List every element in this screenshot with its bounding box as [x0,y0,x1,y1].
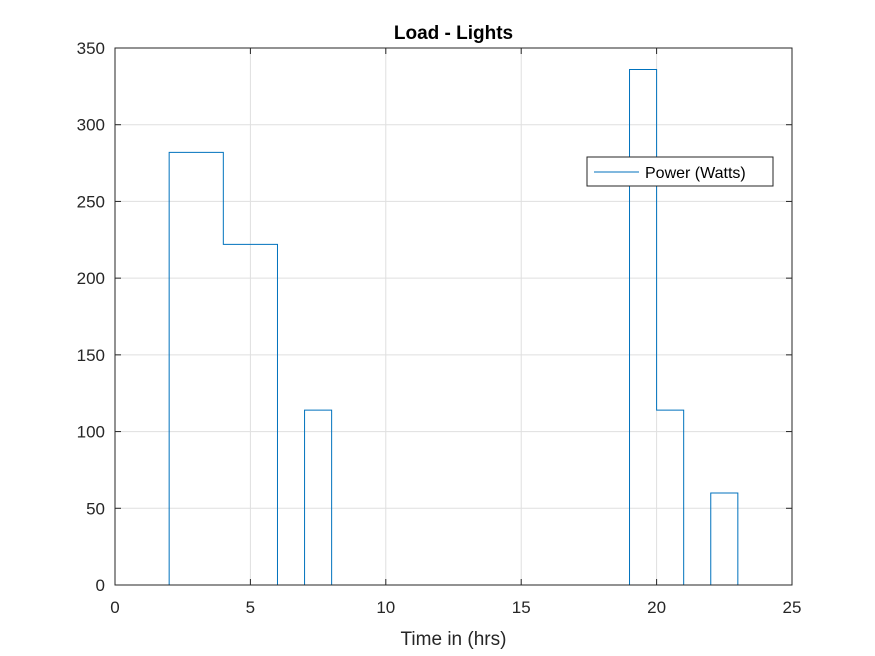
tick-marks [114,47,793,586]
y-tick-label: 200 [77,269,105,288]
x-tick-label: 25 [783,598,802,617]
x-tick-label: 10 [376,598,395,617]
legend-label: Power (Watts) [645,165,746,182]
chart-title: Load - Lights [394,23,513,44]
y-tick-label: 300 [77,116,105,135]
y-tick-label: 0 [96,576,105,595]
y-tick-label: 50 [86,499,105,518]
x-tick-label: 0 [110,598,119,617]
axes-box [114,47,793,586]
x-tick-label: 15 [512,598,531,617]
gridlines [115,48,792,585]
y-tick-label: 150 [77,346,105,365]
x-tick-labels: 0 5 10 15 20 25 [110,598,801,617]
x-tick-label: 20 [647,598,666,617]
y-tick-label: 350 [77,39,105,58]
y-tick-labels: 0 50 100 150 200 250 300 350 [77,39,105,595]
y-tick-label: 100 [77,423,105,442]
plot-area [115,48,792,585]
legend: Power (Watts) [586,156,774,187]
x-tick-label: 5 [246,598,255,617]
y-tick-label: 250 [77,192,105,211]
x-axis-label: Time in (hrs) [401,629,507,650]
